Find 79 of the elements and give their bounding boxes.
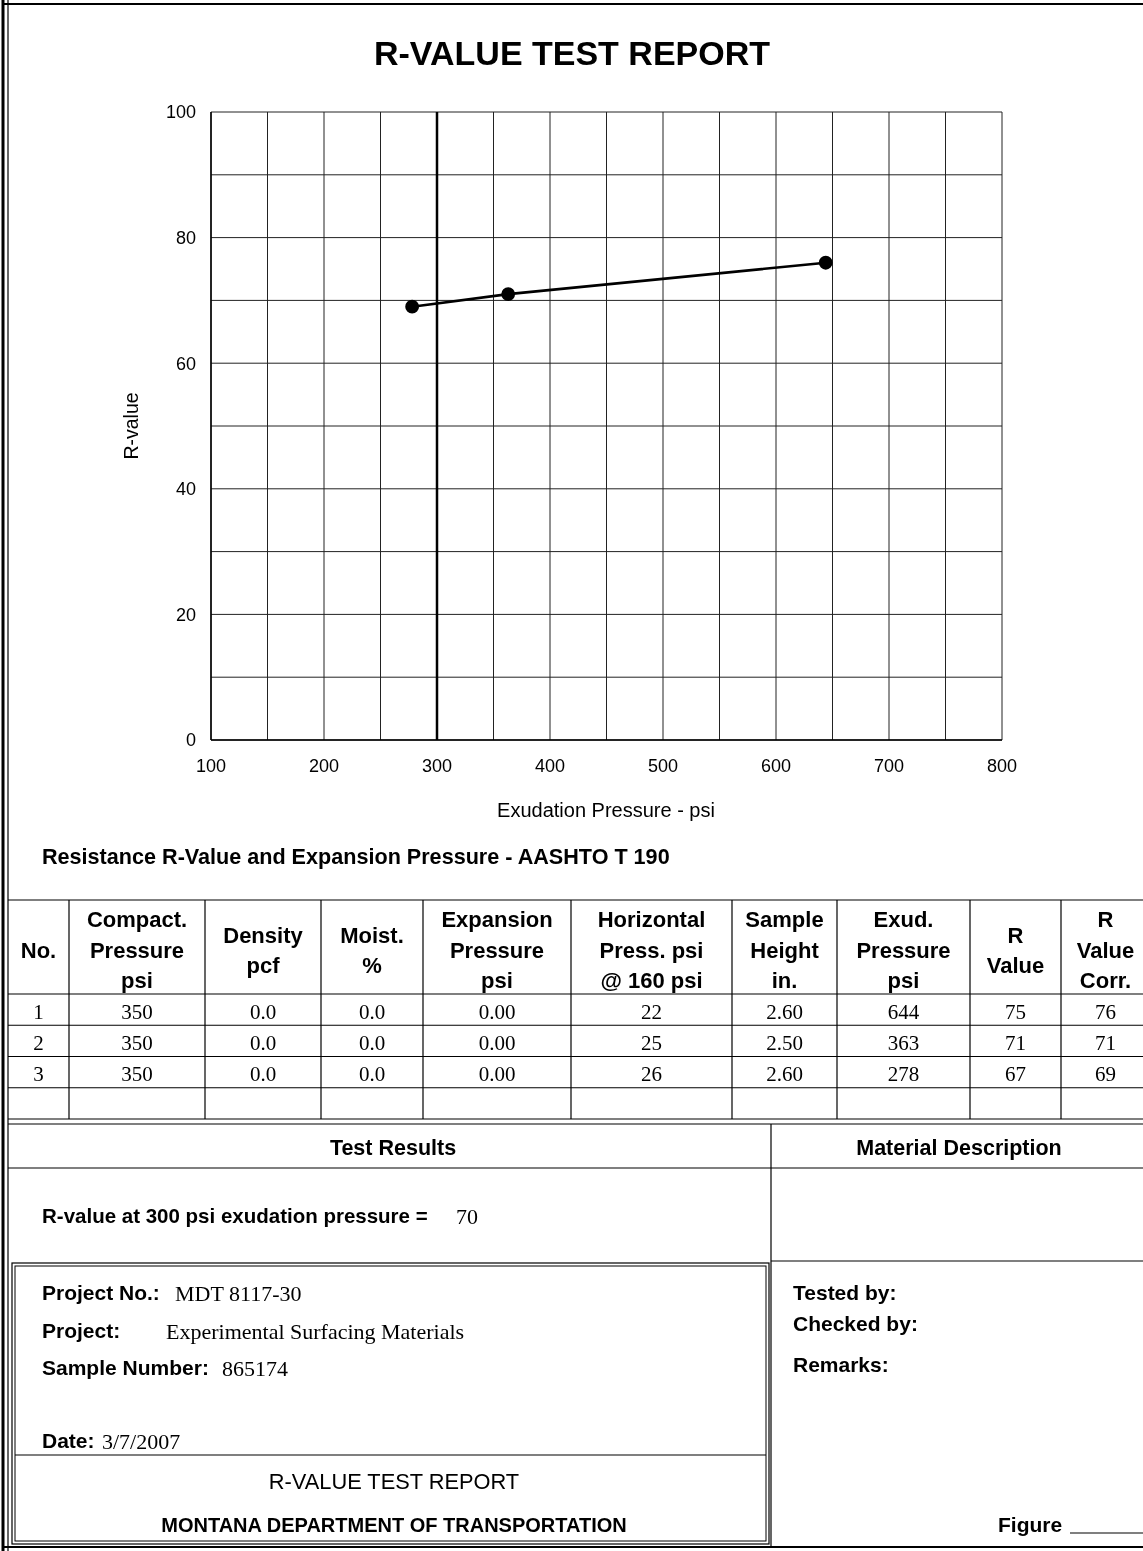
text: 0.0 xyxy=(358,999,386,1024)
text: Moist. % xyxy=(340,922,404,978)
text: No. xyxy=(20,937,57,963)
x-tick-label: 200 xyxy=(308,756,340,777)
text: 278 xyxy=(887,1062,920,1087)
text: Project No.: xyxy=(42,1281,160,1305)
text: 76 xyxy=(1095,999,1116,1024)
x-tick-label: 400 xyxy=(534,756,566,777)
text: 75 xyxy=(1005,999,1026,1024)
text: 69 xyxy=(1095,1062,1116,1087)
text: 1 xyxy=(33,999,44,1024)
y-axis-title: R-value xyxy=(119,392,142,460)
text: Compact. Pressure psi xyxy=(86,907,188,993)
text: Expansion Pressure psi xyxy=(441,907,553,993)
text: Project: xyxy=(42,1319,121,1343)
text: Density pcf xyxy=(223,922,304,978)
text: 0.0 xyxy=(249,1062,277,1087)
text: 0.00 xyxy=(478,999,516,1024)
text: 0.0 xyxy=(249,1031,277,1056)
text: 644 xyxy=(887,999,920,1024)
text: 0.0 xyxy=(358,1031,386,1056)
text: 0.00 xyxy=(478,1062,516,1087)
text: 25 xyxy=(641,1031,662,1056)
text: Exud. Pressure psi xyxy=(856,907,951,993)
text: 865174 xyxy=(222,1355,288,1381)
text: MONTANA DEPARTMENT OF TRANSPORTATION xyxy=(161,1514,627,1536)
x-axis-title: Exudation Pressure - psi xyxy=(497,799,715,821)
text: R-VALUE TEST REPORT xyxy=(268,1468,520,1494)
text: Experimental Surfacing Materials xyxy=(166,1318,465,1344)
text: Sample Number: xyxy=(42,1356,209,1380)
text: 22 xyxy=(641,999,662,1024)
text: 350 xyxy=(121,999,153,1024)
point xyxy=(501,287,516,302)
text: 70 xyxy=(456,1203,478,1229)
text: Sample Height in. xyxy=(745,907,824,993)
text: Date: xyxy=(42,1429,95,1453)
text: Horizontal Press. psi @ 160 psi xyxy=(597,907,706,993)
text: 350 xyxy=(121,1062,153,1087)
text: 2.50 xyxy=(766,1031,803,1056)
text: 2 xyxy=(33,1031,44,1056)
x-tick-label: 700 xyxy=(873,756,905,777)
text: Remarks: xyxy=(793,1353,889,1377)
text: R Value Corr. xyxy=(1076,907,1135,993)
text: 363 xyxy=(887,1031,920,1056)
text: MDT 8117-30 xyxy=(175,1280,302,1306)
y-tick-label: 20 xyxy=(175,604,196,625)
text: 3/7/2007 xyxy=(102,1428,181,1454)
text: 0.0 xyxy=(358,1062,386,1087)
y-tick-label: 60 xyxy=(175,353,196,374)
text: 26 xyxy=(641,1062,662,1087)
text: Figure xyxy=(998,1513,1063,1537)
point xyxy=(405,299,420,314)
x-tick-label: 800 xyxy=(986,756,1018,777)
text: 0.00 xyxy=(478,1031,516,1056)
text: 3 xyxy=(33,1062,44,1087)
text: 0.0 xyxy=(249,999,277,1024)
text: 71 xyxy=(1005,1031,1026,1056)
text: 2.60 xyxy=(766,999,803,1024)
text: Resistance R-Value and Expansion Pressure - AASHTO T 190 xyxy=(42,843,670,869)
y-tick-label: 80 xyxy=(175,227,196,248)
text: Test Results xyxy=(329,1135,457,1160)
text: 67 xyxy=(1005,1062,1026,1087)
text: R Value xyxy=(986,922,1045,978)
y-tick-label: 0 xyxy=(185,730,196,751)
chart-title: R-VALUE TEST REPORT xyxy=(373,33,771,72)
y-tick-label: 40 xyxy=(175,479,196,500)
text: 71 xyxy=(1095,1031,1116,1056)
x-tick-label: 100 xyxy=(195,756,227,777)
text: Tested by: xyxy=(793,1281,897,1305)
point xyxy=(818,255,833,270)
text: R-value at 300 psi exudation pressure = xyxy=(42,1204,428,1228)
x-tick-label: 600 xyxy=(760,756,792,777)
text: 2.60 xyxy=(766,1062,803,1087)
x-tick-label: 300 xyxy=(421,756,453,777)
text: 350 xyxy=(121,1031,153,1056)
text: Checked by: xyxy=(793,1312,918,1336)
text: Material Description xyxy=(856,1135,1062,1160)
x-tick-label: 500 xyxy=(647,756,679,777)
y-tick-label: 100 xyxy=(165,102,196,123)
